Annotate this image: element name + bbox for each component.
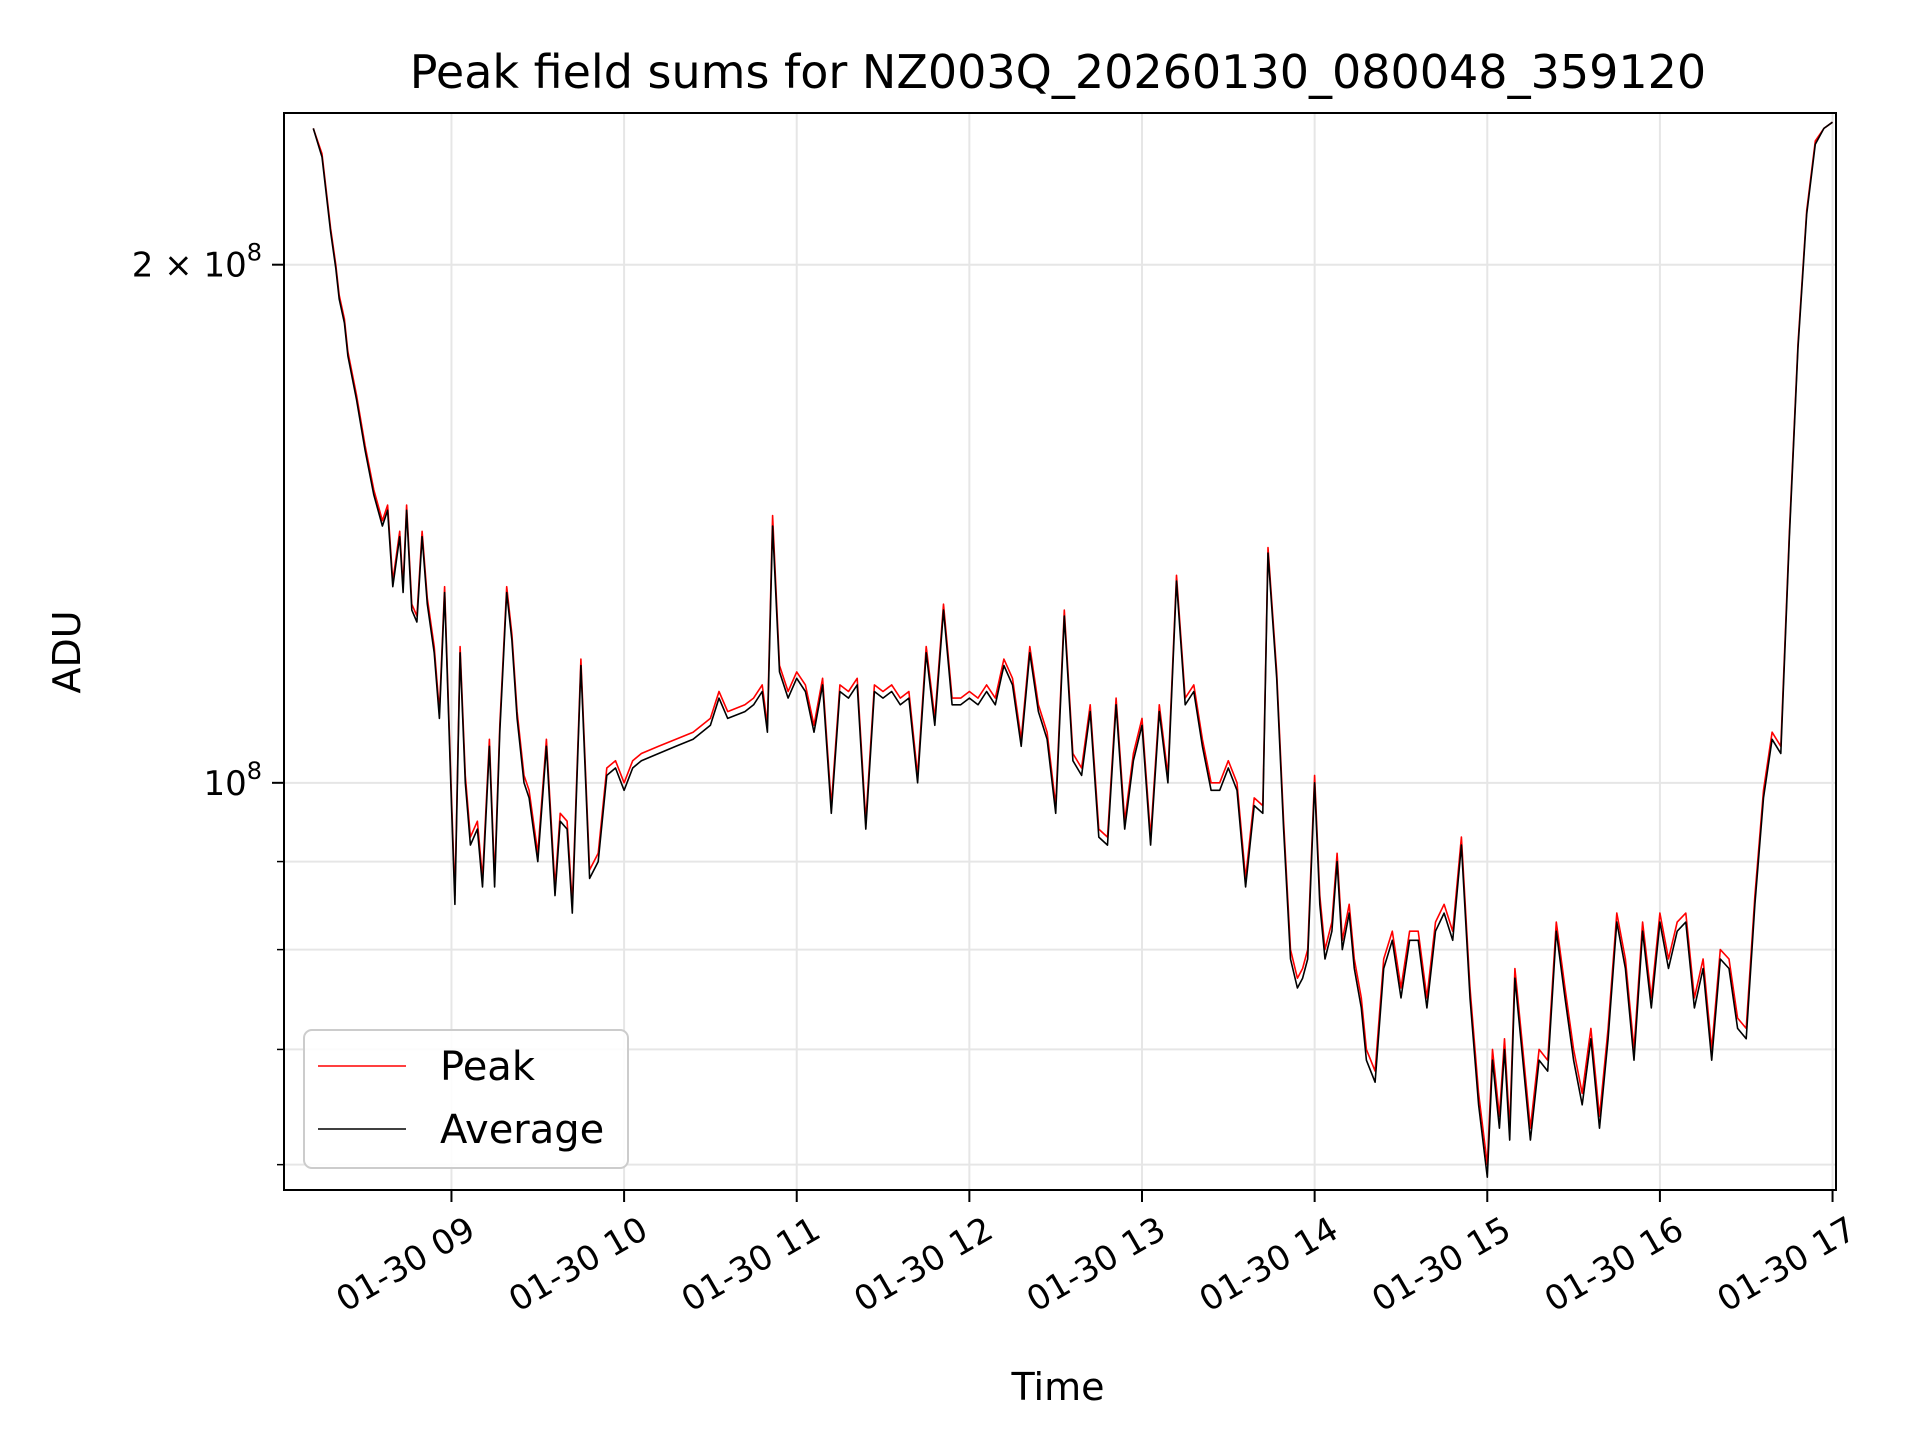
legend-label-average: Average	[440, 1107, 604, 1153]
y-tick-label: 108	[203, 757, 262, 804]
series-layer	[312, 121, 1833, 1178]
legend-label-peak: Peak	[440, 1044, 536, 1090]
chart-title: Peak field sums for NZ003Q_20260130_0800…	[410, 45, 1706, 99]
legend: Peak Average	[303, 1029, 629, 1169]
legend-box	[303, 1029, 629, 1169]
y-axis-label: ADU	[45, 610, 89, 693]
grid	[284, 113, 1836, 1190]
y-tick-exponent: 8	[247, 757, 262, 785]
y-tick-exponent: 8	[247, 239, 262, 267]
plot-frame	[283, 112, 1837, 1191]
y-tick-base: 10	[203, 764, 246, 804]
y-tick-base: 2 × 10	[132, 246, 247, 286]
series-line-average	[312, 121, 1833, 1178]
y-tick-label: 2 × 108	[132, 239, 262, 286]
x-axis-label: Time	[1011, 1365, 1105, 1409]
